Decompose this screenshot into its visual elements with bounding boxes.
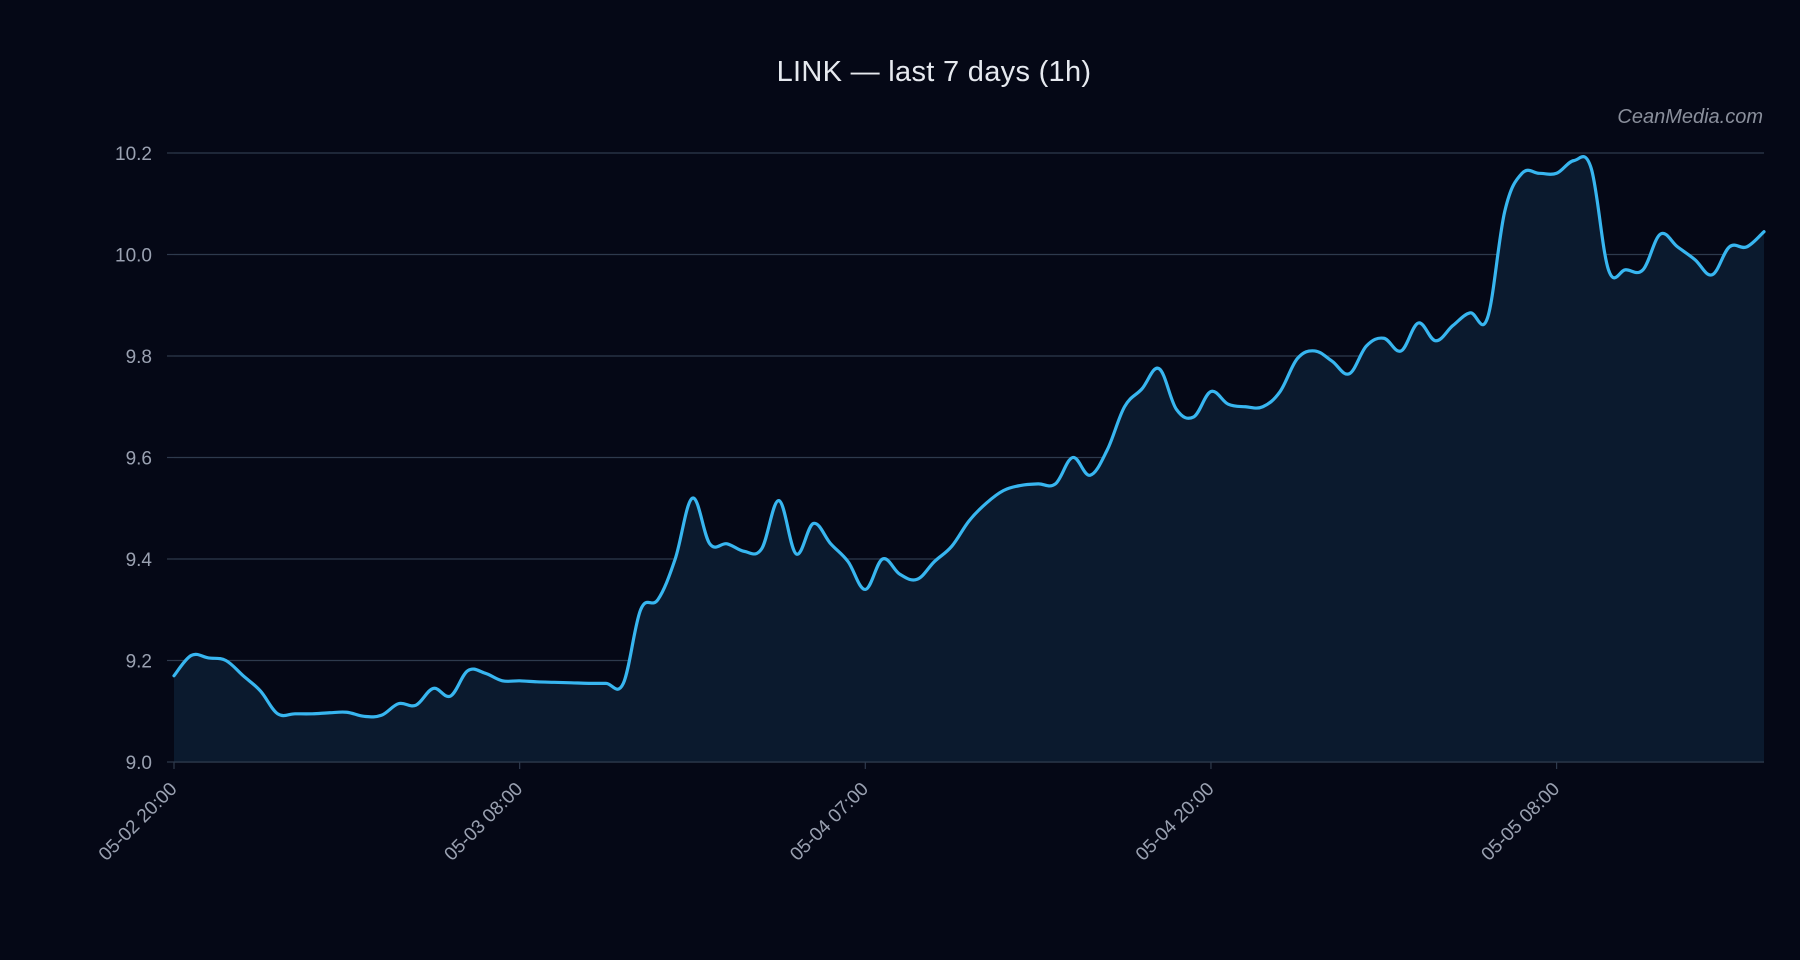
price-area xyxy=(174,156,1764,762)
ytick-label: 9.6 xyxy=(126,449,152,470)
ytick-label: 9.4 xyxy=(126,550,153,571)
watermark: CeanMedia.com xyxy=(1617,106,1763,128)
xtick-label: 05-04 07:00 xyxy=(786,779,873,866)
ytick-label: 9.2 xyxy=(126,652,152,673)
chart-title: LINK — last 7 days (1h) xyxy=(776,56,1092,88)
xtick-label: 05-05 08:00 xyxy=(1478,779,1565,866)
ytick-label: 9.0 xyxy=(126,753,152,774)
xtick-label: 05-02 20:00 xyxy=(95,779,182,866)
xtick-label: 05-04 20:00 xyxy=(1132,779,1219,866)
xtick-label: 05-03 08:00 xyxy=(441,779,528,866)
price-line xyxy=(172,155,1766,719)
ytick-label: 9.8 xyxy=(126,347,152,368)
ytick-label: 10.0 xyxy=(115,246,152,267)
ytick-label: 10.2 xyxy=(115,144,152,165)
